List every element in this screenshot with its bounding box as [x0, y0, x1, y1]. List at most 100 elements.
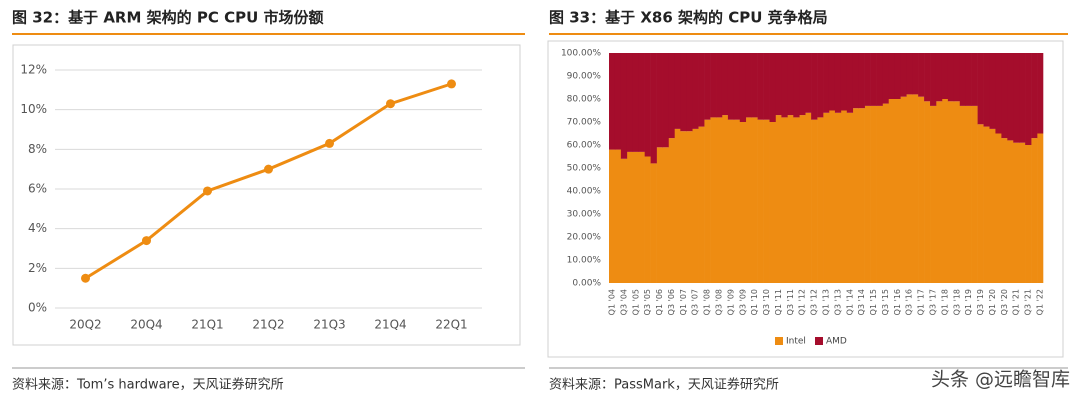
- bar-segment: [686, 131, 693, 283]
- bar-segment: [1013, 53, 1020, 143]
- bar-segment: [953, 53, 961, 102]
- bar-segment: [935, 53, 943, 102]
- bar-segment: [751, 117, 758, 284]
- bar-segment: [692, 53, 699, 129]
- x-tick-label: Q3 '15: [881, 289, 890, 315]
- bar-segment: [638, 151, 645, 283]
- bar-segment: [733, 119, 741, 283]
- source: 资料来源：PassMark，天风证券研究所: [549, 377, 779, 393]
- bar-segment: [609, 149, 616, 283]
- bar-segment: [852, 108, 859, 283]
- bar-segment: [1019, 142, 1026, 283]
- bar-segment: [662, 53, 669, 148]
- bar-segment: [989, 128, 996, 283]
- bar-segment: [930, 105, 937, 284]
- x-tick-label: Q1 '11: [774, 289, 783, 315]
- legend-swatch: [815, 337, 823, 345]
- bar-segment: [1007, 140, 1014, 283]
- bar-segment: [662, 147, 669, 283]
- bar-segment: [769, 53, 776, 122]
- x-tick-label: 21Q1: [191, 318, 223, 332]
- bar-segment: [721, 115, 729, 283]
- x-tick-label: Q1 '20: [988, 289, 997, 315]
- x-tick-label: Q1 '15: [869, 289, 878, 315]
- x-tick-label: Q3 '12: [810, 289, 819, 315]
- bar-segment: [680, 131, 687, 283]
- x-tick-label: 20Q2: [69, 318, 101, 332]
- bar-segment: [876, 53, 883, 106]
- bar-segment: [935, 101, 943, 283]
- bar-segment: [1013, 142, 1020, 283]
- bar-segment: [721, 53, 729, 116]
- x-tick-label: Q1 '08: [703, 289, 712, 315]
- bar-segment: [757, 53, 764, 120]
- bar-segment: [846, 112, 854, 283]
- bar-segment: [668, 53, 675, 139]
- bar-segment: [620, 158, 628, 283]
- bar-segment: [757, 119, 764, 283]
- bar-segment: [995, 53, 1002, 134]
- bar-segment: [823, 53, 830, 113]
- bar-segment: [739, 122, 747, 283]
- x-tick-label: Q3 '20: [1000, 289, 1009, 315]
- x-tick-label: Q1 '13: [822, 289, 831, 315]
- bar-segment: [1025, 53, 1032, 145]
- bar-segment: [704, 53, 711, 120]
- bar-segment: [870, 53, 877, 106]
- x-tick-label: Q1 '21: [1012, 289, 1021, 315]
- x-tick-label: Q3 '11: [786, 289, 795, 315]
- bar-segment: [989, 53, 996, 129]
- x-tick-label: 21Q3: [313, 318, 345, 332]
- point: [264, 164, 273, 174]
- bar-segment: [906, 94, 913, 284]
- bar-segment: [793, 117, 800, 284]
- y-tick-label: 10.00%: [567, 256, 602, 266]
- x-tick-label: Q3 '17: [929, 289, 938, 315]
- bar-segment: [1019, 53, 1026, 143]
- x-tick-label: Q3 '09: [738, 289, 747, 315]
- bar-segment: [787, 53, 794, 116]
- x-tick-label: Q1 '04: [607, 289, 616, 315]
- x-tick-label: 20Q4: [130, 318, 162, 332]
- plot-frame: [547, 40, 1064, 358]
- bar-segment: [918, 53, 925, 97]
- bar-segment: [692, 128, 699, 283]
- y-tick-label: 80.00%: [567, 95, 602, 105]
- bar-segment: [668, 138, 675, 283]
- bar-segment: [811, 53, 818, 120]
- bar-segment: [727, 119, 735, 283]
- point: [81, 273, 90, 283]
- y-tick-label: 40.00%: [567, 187, 602, 197]
- chart-title: 图 33：基于 X86 架构的 CPU 竞争格局: [549, 9, 828, 27]
- bar-segment: [1031, 138, 1038, 283]
- bar-segment: [876, 105, 883, 284]
- bar-segment: [930, 53, 937, 106]
- bar-segment: [650, 163, 657, 283]
- bar-segment: [805, 53, 812, 113]
- bar-segment: [716, 53, 723, 118]
- y-tick-label: 50.00%: [567, 164, 602, 174]
- x-tick-label: Q3 '16: [905, 289, 914, 315]
- bar-segment: [864, 105, 871, 284]
- x-tick-label: 21Q2: [252, 318, 284, 332]
- x-tick-label: Q1 '12: [798, 289, 807, 315]
- x-tick-label: 21Q4: [374, 318, 406, 332]
- bar-segment: [698, 126, 705, 283]
- x-tick-label: Q1 '19: [964, 289, 973, 315]
- bar-segment: [632, 53, 640, 152]
- x-tick-label: Q3 '13: [833, 289, 842, 315]
- y-tick-label: 100.00%: [561, 49, 601, 59]
- y-tick-label: 8%: [28, 142, 47, 156]
- x-tick-label: Q1 '10: [750, 289, 759, 315]
- bar-segment: [626, 53, 634, 152]
- bar-segment: [787, 115, 794, 283]
- bar-segment: [769, 122, 776, 283]
- x-tick-label: Q1 '22: [1036, 289, 1045, 315]
- bar-segment: [906, 53, 913, 95]
- x-tick-label: Q3 '10: [762, 289, 771, 315]
- bar-segment: [686, 53, 693, 132]
- x-tick-label: Q1 '07: [679, 289, 688, 315]
- y-tick-label: 0.00%: [572, 279, 601, 289]
- x-tick-label: Q3 '14: [857, 289, 866, 315]
- bar-segment: [912, 53, 919, 95]
